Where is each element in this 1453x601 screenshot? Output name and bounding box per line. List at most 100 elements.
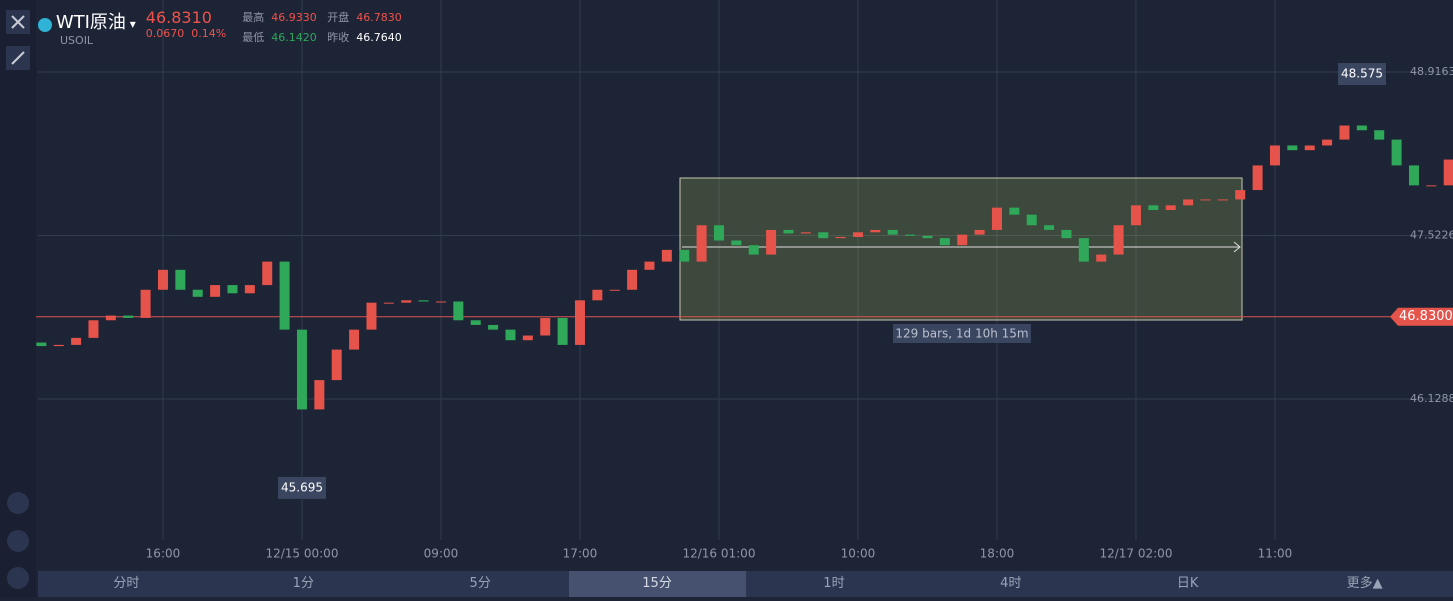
x-tick-label: 12/17 02:00 — [1099, 547, 1172, 561]
last-price-tag — [1390, 307, 1453, 326]
toolbar — [0, 0, 36, 597]
candle — [679, 249, 690, 262]
candle — [1443, 159, 1453, 186]
candle — [140, 289, 151, 318]
period-tab[interactable]: 4时 — [1000, 576, 1022, 591]
candle — [1200, 199, 1211, 201]
candle — [1078, 238, 1089, 262]
candle — [852, 232, 863, 237]
candle — [748, 245, 759, 255]
candle — [1287, 145, 1298, 151]
candle — [227, 285, 238, 294]
candle — [522, 335, 533, 341]
extreme-label-bg — [278, 476, 326, 499]
candle — [922, 235, 933, 239]
candle — [818, 232, 829, 239]
extreme-label: 48.575 — [1341, 67, 1383, 81]
change-pct: 0.14% — [191, 27, 227, 40]
symbol-name[interactable]: WTI原油 — [55, 12, 126, 33]
candle — [1009, 207, 1020, 215]
candle — [123, 315, 134, 318]
candle — [696, 225, 707, 262]
candle — [383, 302, 394, 304]
candle — [53, 344, 64, 347]
candle — [88, 320, 99, 338]
indicator-button[interactable] — [7, 492, 29, 514]
value: 46.1420 — [271, 31, 317, 44]
candle — [1165, 205, 1176, 210]
value: 46.9330 — [271, 11, 317, 24]
tool-icons — [6, 10, 30, 589]
period-tabs: 分时 1分 5分 15分 1时 4时 日K 更多▲ — [38, 571, 1453, 597]
candle — [296, 329, 307, 410]
candle — [36, 342, 47, 347]
last-price-label: 46.8300 — [1399, 309, 1453, 324]
candle — [71, 337, 82, 345]
candle — [349, 329, 360, 350]
candle — [835, 236, 846, 239]
candle — [1426, 185, 1437, 187]
candle — [957, 234, 968, 246]
candle — [1356, 125, 1367, 131]
candle — [1096, 254, 1107, 262]
period-tab[interactable]: 1时 — [823, 576, 845, 591]
x-tick-label: 12/16 01:00 — [682, 547, 755, 561]
candle — [105, 315, 116, 321]
candle — [1183, 199, 1194, 206]
candle — [366, 302, 377, 330]
chart: 46.1288 47.5226 48.9163 16:00 12/15 00:00 09:… — [0, 0, 1453, 561]
period-tab[interactable]: 更多▲ — [1346, 576, 1383, 591]
candle — [1408, 165, 1419, 186]
candle — [244, 285, 255, 294]
label: 开盘 — [327, 11, 350, 24]
candle — [401, 300, 412, 303]
candle — [1113, 225, 1124, 255]
candle — [157, 269, 168, 290]
label: 最高 — [242, 11, 265, 24]
x-tick-label: 17:00 — [563, 547, 598, 561]
candle — [574, 300, 585, 345]
candle — [1235, 190, 1246, 200]
period-tab[interactable]: 分时 — [113, 576, 140, 591]
label: 昨收 — [327, 31, 350, 44]
candle — [1339, 125, 1350, 140]
y-tick-label: 47.5226 — [1410, 228, 1453, 241]
candle — [1148, 205, 1159, 210]
candle — [1217, 199, 1228, 201]
candle — [800, 232, 811, 234]
candle — [470, 320, 481, 325]
y-tick-label: 46.1288 — [1410, 392, 1453, 405]
price: 46.8310 — [145, 8, 212, 27]
candle — [453, 301, 464, 321]
candle — [1130, 205, 1141, 226]
period-tab[interactable]: 15分 — [568, 571, 746, 597]
study-button[interactable] — [7, 567, 29, 589]
candle — [175, 269, 186, 290]
candle — [644, 261, 655, 270]
candle — [262, 261, 273, 286]
period-tab[interactable]: 日K — [1176, 576, 1199, 591]
candle — [783, 229, 794, 234]
candle — [279, 261, 290, 330]
period-tab[interactable]: 1分 — [292, 576, 314, 591]
candle — [557, 317, 568, 345]
x-tick-label: 18:00 — [980, 547, 1015, 561]
candle — [627, 269, 638, 290]
draw-button[interactable] — [7, 530, 29, 552]
value: 46.7640 — [356, 31, 402, 44]
candle — [1374, 130, 1385, 140]
measure-label: 129 bars, 1d 10h 15m — [895, 327, 1028, 341]
x-tick-label: 09:00 — [424, 547, 459, 561]
candle — [609, 289, 620, 291]
candle — [1269, 145, 1280, 166]
candle — [1061, 229, 1072, 239]
measure-arrowhead — [1233, 241, 1241, 253]
label: 最低 — [242, 31, 265, 44]
candle — [418, 300, 429, 302]
x-tick-label: 11:00 — [1258, 547, 1293, 561]
quote-header: WTI原油 ▾ USOIL 46.8310 0.0670 0.14% 最高 46… — [38, 8, 402, 48]
candle — [1391, 139, 1402, 166]
y-tick-label: 48.9163 — [1410, 65, 1453, 78]
period-tab[interactable]: 5分 — [469, 576, 491, 591]
candle — [870, 229, 881, 233]
